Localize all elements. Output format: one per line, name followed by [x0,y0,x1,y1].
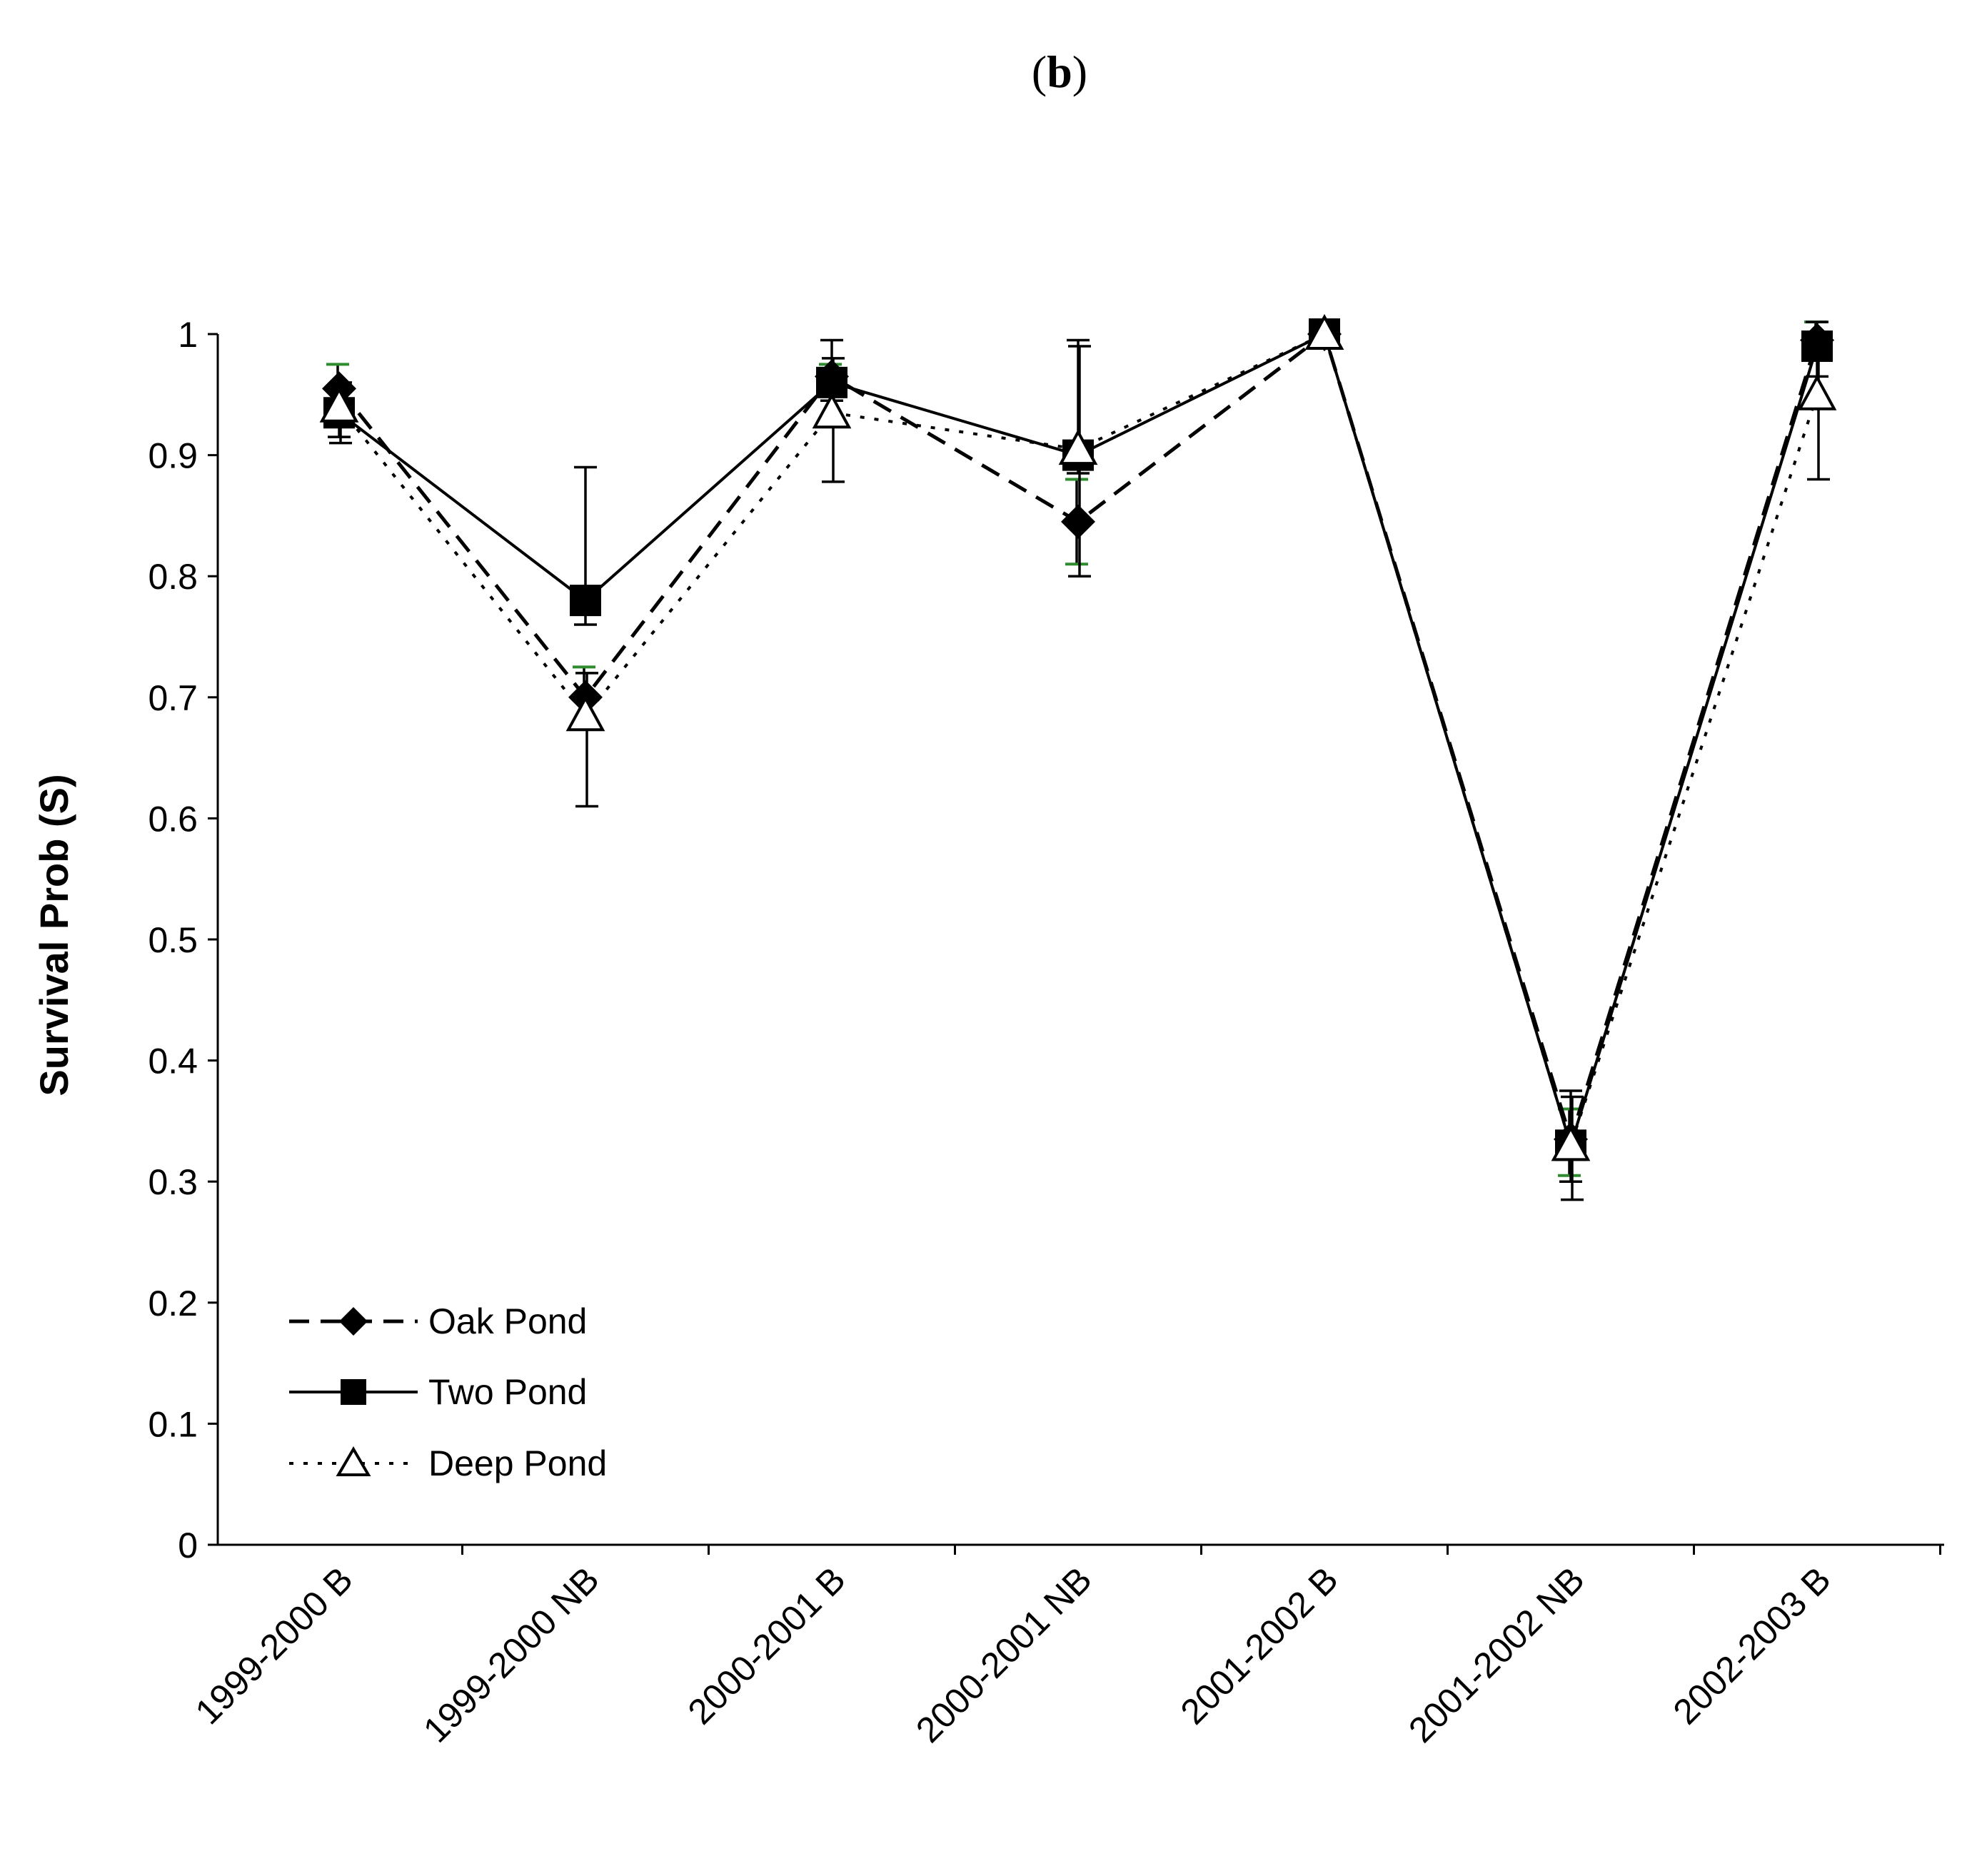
legend: Oak Pond Two Pond Deep Pond [289,1301,607,1483]
y-tick-label-1: 1 [178,315,198,355]
legend-label-deep-pond: Deep Pond [428,1443,607,1483]
legend-label-two-pond: Two Pond [428,1372,587,1412]
x-ticks: 1999-2000 B 1999-2000 NB 2000-2001 B 2000-2… [188,1545,1941,1750]
y-tick-label-0-8: 0.8 [148,557,198,597]
marker-oak-pond-2002-2003-b [1800,323,1834,358]
y-axis-title: Survival Prob (S) [31,774,76,1096]
marker-oak-pond-2000-2001-b [815,359,849,394]
legend-item-two-pond: Two Pond [289,1372,587,1412]
marker-deep-pond-2001-2002-b [1304,313,1344,350]
marker-deep-pond-1999-2000-nb [565,695,605,732]
x-tick-label-1999-2000-nb: 1999-2000 NB [416,1559,607,1750]
y-tick-label-0-3: 0.3 [148,1162,198,1202]
x-tick-label-2002-2003-b: 2002-2003 B [1666,1559,1838,1732]
y-ticks: 0 0.1 0.2 0.3 0.4 0.5 0.6 0.7 0.8 0.9 1 [148,315,218,1565]
marker-deep-pond-2000-2001-nb [1058,428,1098,465]
y-tick-label-0-1: 0.1 [148,1404,198,1444]
panel-label-open: ( [1032,46,1047,97]
legend-item-deep-pond: Deep Pond [289,1443,607,1483]
marker-oak-pond-2000-2001-nb [1061,504,1095,539]
panel-label-letter: b [1047,46,1072,97]
y-tick-label-0-4: 0.4 [148,1042,198,1081]
panel-label: (b) [1032,46,1087,97]
x-tick-label-2001-2002-b: 2001-2002 B [1173,1559,1346,1732]
marker-deep-pond-2001-2002-nb [1551,1125,1591,1161]
y-tick-label-0-5: 0.5 [148,920,198,960]
marker-two-pond-1999-2000-nb [570,585,601,617]
marker-deep-pond-2000-2001-b [812,393,852,429]
y-tick-label-0-7: 0.7 [148,678,198,718]
y-tick-label-0-9: 0.9 [148,436,198,476]
legend-item-oak-pond: Oak Pond [289,1301,587,1341]
x-tick-label-1999-2000-b: 1999-2000 B [188,1559,361,1732]
y-tick-label-0-2: 0.2 [148,1284,198,1323]
y-tick-label-0-6: 0.6 [148,799,198,839]
x-tick-label-2000-2001-b: 2000-2001 B [680,1559,853,1732]
legend-marker-deep-pond [336,1446,371,1476]
legend-label-oak-pond: Oak Pond [428,1301,587,1341]
legend-marker-oak-pond [339,1307,368,1336]
marker-deep-pond-2002-2003-b [1797,374,1837,410]
x-tick-label-2001-2002-nb: 2001-2002 NB [1401,1559,1592,1750]
marker-deep-pond-1999-2000-b [319,386,359,423]
y-tick-label-0: 0 [178,1525,198,1565]
legend-marker-two-pond [341,1379,366,1405]
panel-label-close: ) [1072,46,1087,97]
series-markers [319,313,1837,1161]
x-tick-label-2000-2001-nb: 2000-2001 NB [908,1559,1100,1750]
